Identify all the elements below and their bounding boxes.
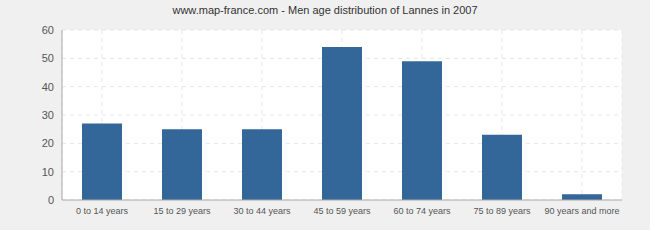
svg-text:45 to 59 years: 45 to 59 years xyxy=(313,206,371,216)
svg-text:50: 50 xyxy=(42,52,54,64)
svg-text:30 to 44 years: 30 to 44 years xyxy=(233,206,291,216)
svg-text:40: 40 xyxy=(42,81,54,93)
svg-text:15 to 29 years: 15 to 29 years xyxy=(153,206,211,216)
svg-text:0 to 14 years: 0 to 14 years xyxy=(76,206,129,216)
svg-text:90 years and more: 90 years and more xyxy=(544,206,619,216)
svg-text:30: 30 xyxy=(42,109,54,121)
svg-text:20: 20 xyxy=(42,137,54,149)
svg-text:60 to 74 years: 60 to 74 years xyxy=(393,206,451,216)
svg-text:0: 0 xyxy=(48,194,54,206)
svg-text:60: 60 xyxy=(42,24,54,36)
svg-text:75 to 89 years: 75 to 89 years xyxy=(473,206,531,216)
svg-text:10: 10 xyxy=(42,166,54,178)
html-text:www.map-france.com - Men age d: www.map-france.com - Men age distributio… xyxy=(172,4,478,16)
